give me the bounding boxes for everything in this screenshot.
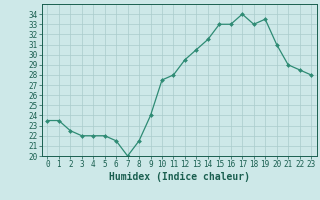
X-axis label: Humidex (Indice chaleur): Humidex (Indice chaleur) [109, 172, 250, 182]
